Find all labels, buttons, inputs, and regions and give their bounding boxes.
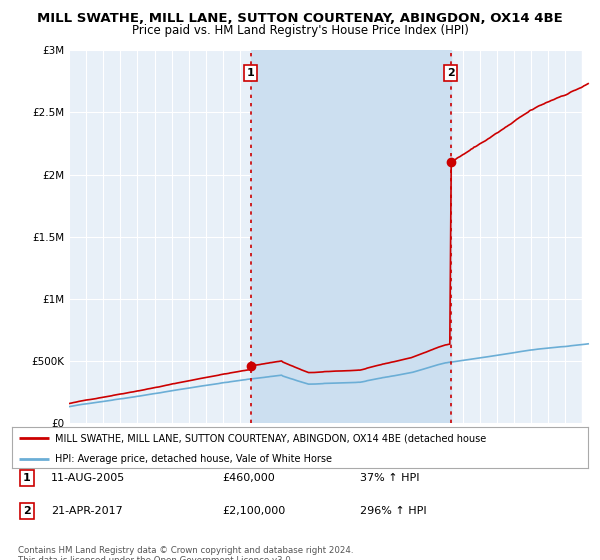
Text: 296% ↑ HPI: 296% ↑ HPI: [360, 506, 427, 516]
Bar: [583, 50, 600, 423]
Text: 2: 2: [23, 506, 31, 516]
Text: 1: 1: [247, 68, 254, 78]
Text: £460,000: £460,000: [222, 473, 275, 483]
Text: 11-AUG-2005: 11-AUG-2005: [51, 473, 125, 483]
Text: 1: 1: [23, 473, 31, 483]
Text: Contains HM Land Registry data © Crown copyright and database right 2024.
This d: Contains HM Land Registry data © Crown c…: [18, 546, 353, 560]
Bar: [251, 50, 451, 423]
Text: MILL SWATHE, MILL LANE, SUTTON COURTENAY, ABINGDON, OX14 4BE: MILL SWATHE, MILL LANE, SUTTON COURTENAY…: [37, 12, 563, 25]
Text: 2: 2: [447, 68, 455, 78]
Text: £2,100,000: £2,100,000: [222, 506, 285, 516]
Text: 37% ↑ HPI: 37% ↑ HPI: [360, 473, 419, 483]
Text: HPI: Average price, detached house, Vale of White Horse: HPI: Average price, detached house, Vale…: [55, 454, 332, 464]
Text: Price paid vs. HM Land Registry's House Price Index (HPI): Price paid vs. HM Land Registry's House …: [131, 24, 469, 37]
Bar: [583, 50, 600, 423]
Text: MILL SWATHE, MILL LANE, SUTTON COURTENAY, ABINGDON, OX14 4BE (detached house: MILL SWATHE, MILL LANE, SUTTON COURTENAY…: [55, 433, 487, 443]
Text: 21-APR-2017: 21-APR-2017: [51, 506, 123, 516]
